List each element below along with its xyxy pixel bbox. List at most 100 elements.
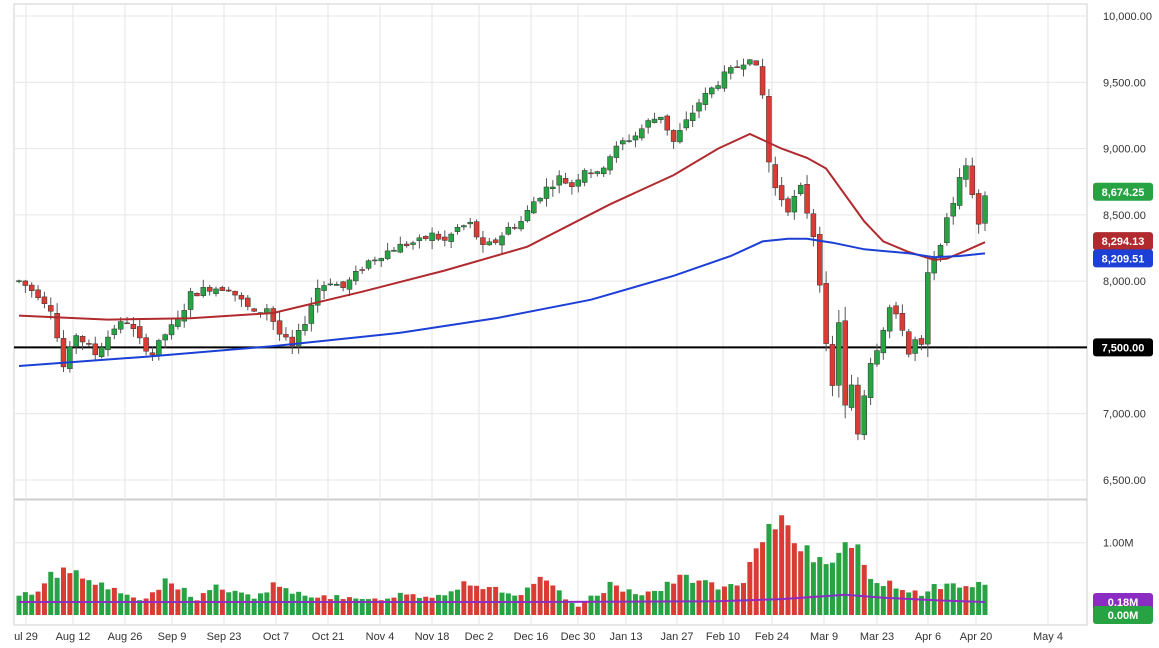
candle-down — [842, 320, 848, 406]
volume-bar — [238, 592, 244, 615]
volume-bar — [569, 603, 575, 615]
candle-up — [689, 112, 696, 121]
candle-down — [829, 344, 836, 386]
candle-up — [632, 135, 639, 141]
volume-bar — [518, 595, 524, 615]
volume-bar — [912, 590, 918, 615]
candle-up — [937, 245, 944, 256]
candle-down — [130, 323, 137, 329]
volume-bar — [41, 583, 47, 615]
volume-bar — [194, 600, 200, 615]
candle-up — [607, 156, 613, 171]
volume-bar — [696, 580, 702, 615]
volume-bar — [671, 583, 677, 615]
candle-up — [626, 140, 632, 142]
volume-bar — [658, 590, 664, 615]
x-tick-label: Dec 2 — [465, 631, 494, 643]
volume-bar — [410, 594, 416, 615]
volume-bar — [607, 581, 613, 615]
volume-bar — [817, 557, 823, 615]
candle-up — [886, 307, 893, 332]
candle-down — [588, 172, 594, 175]
volume-bar — [296, 591, 302, 615]
candle-up — [594, 171, 601, 174]
volume-bar — [366, 599, 372, 615]
moving-average-red-line — [18, 132, 986, 321]
x-tick-label: Dec 16 — [514, 631, 549, 643]
price-label-blue-ma-text: 8,209.51 — [1102, 253, 1145, 265]
candle-up — [410, 242, 416, 245]
candle-up — [867, 363, 874, 398]
volume-label-current: 0.00M — [1093, 606, 1153, 624]
candle-up — [874, 350, 880, 365]
volume-bar — [29, 594, 35, 615]
candle-up — [963, 165, 969, 180]
volume-bar — [836, 552, 842, 615]
candle-up — [645, 120, 651, 128]
candle-up — [327, 283, 334, 286]
x-tick-label: Jan 13 — [609, 631, 642, 643]
volume-bar — [35, 591, 41, 615]
candle-up — [467, 221, 473, 225]
volume-bar — [416, 597, 422, 615]
x-tick-label: Aug 26 — [108, 631, 143, 643]
volume-bar — [340, 599, 346, 615]
candle-up — [461, 225, 467, 228]
candle-down — [359, 269, 365, 271]
candle-up — [912, 339, 918, 354]
price-label-last: 8,674.25 — [1093, 182, 1153, 201]
candle-up — [429, 232, 435, 241]
candle-up — [175, 318, 181, 327]
volume-bar — [499, 592, 505, 615]
candle-up — [156, 340, 162, 357]
candle-up — [728, 67, 734, 74]
volume-bar — [474, 585, 480, 615]
x-tick-label: Jan 27 — [660, 631, 693, 643]
volume-bar — [461, 581, 467, 615]
candle-down — [422, 235, 429, 240]
candle-up — [524, 210, 531, 222]
y-tick-label: 6,500.00 — [1103, 475, 1146, 487]
volume-bar — [124, 594, 130, 615]
candle-up — [556, 175, 562, 186]
volume-bar — [391, 597, 397, 615]
x-tick-label: Apr 20 — [960, 631, 992, 643]
candle-down — [969, 165, 976, 195]
volume-bar — [664, 581, 670, 615]
y-tick-label: 9,000.00 — [1103, 144, 1146, 156]
price-label-red-ma-bg — [1093, 232, 1153, 251]
candle-up — [677, 130, 683, 143]
candle-up — [575, 179, 582, 187]
candle-down — [670, 130, 677, 142]
volume-bar — [118, 593, 124, 615]
volume-bar — [143, 598, 149, 615]
candle-down — [143, 337, 149, 352]
volume-bar — [849, 547, 855, 615]
volume-bar — [245, 594, 251, 615]
candle-down — [759, 66, 766, 96]
volume-bar — [429, 597, 435, 615]
volume-bar — [620, 591, 626, 615]
candle-down — [810, 213, 817, 237]
candle-down — [753, 60, 759, 66]
volume-bar — [791, 543, 797, 615]
candle-up — [365, 260, 372, 269]
candle-up — [950, 203, 956, 217]
candle-up — [200, 287, 207, 296]
candle-up — [550, 186, 556, 190]
volume-bar — [874, 583, 880, 615]
candle-down — [232, 290, 238, 296]
volume-tick-label: 1.00M — [1103, 538, 1134, 550]
candle-down — [893, 305, 899, 315]
candle-up — [531, 201, 537, 214]
candle-down — [86, 343, 92, 345]
volume-bar — [315, 597, 321, 615]
volume-bar — [435, 594, 441, 615]
candle-down — [149, 352, 156, 356]
volume-bar — [842, 542, 848, 615]
candle-down — [28, 284, 35, 291]
candle-down — [79, 336, 86, 343]
candle-up — [16, 280, 22, 282]
volume-bar — [308, 597, 314, 615]
price-label-blue-ma-bg — [1093, 249, 1153, 268]
